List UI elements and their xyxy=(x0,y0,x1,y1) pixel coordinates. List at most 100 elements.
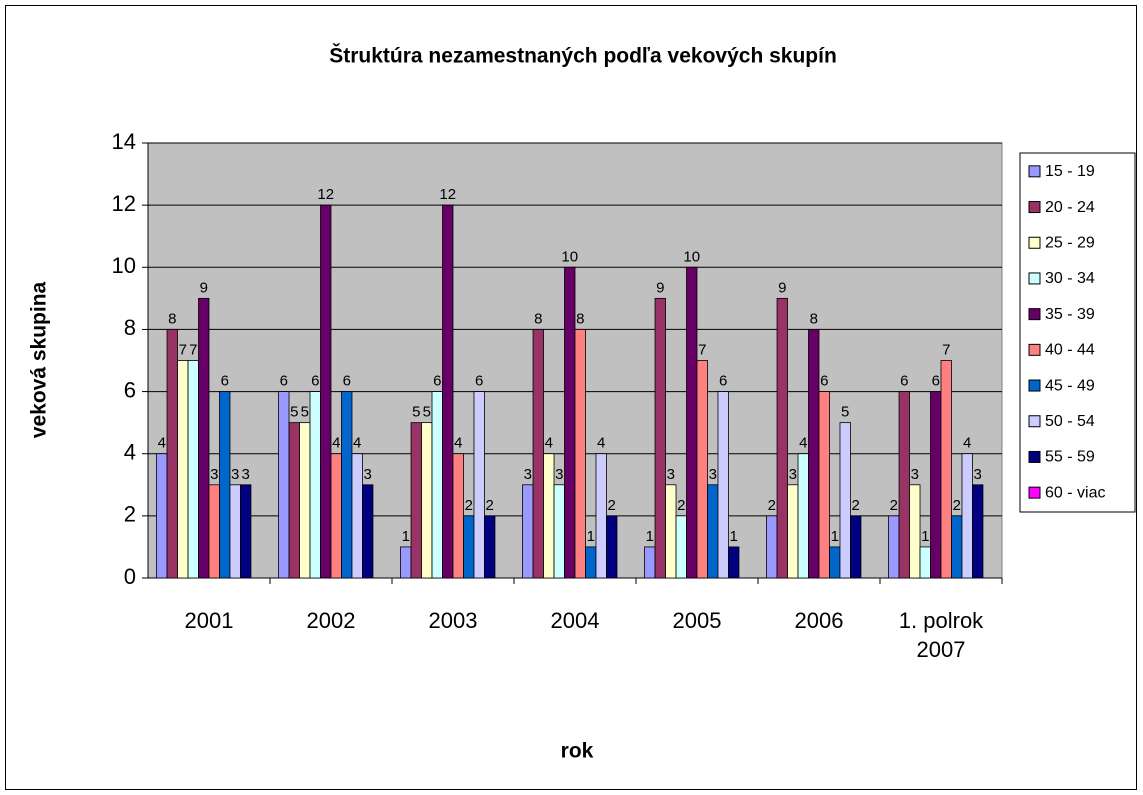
bar xyxy=(463,515,475,579)
data-label: 6 xyxy=(311,373,319,390)
bar xyxy=(452,453,464,579)
data-label: 2 xyxy=(953,497,961,514)
data-label: 8 xyxy=(534,310,542,327)
data-label: 4 xyxy=(158,435,166,452)
data-label: 2 xyxy=(465,497,473,514)
data-label: 1 xyxy=(730,528,738,545)
legend-label: 50 - 54 xyxy=(1045,413,1095,430)
data-label: 4 xyxy=(597,435,605,452)
bar xyxy=(972,484,984,579)
bar xyxy=(278,391,290,579)
data-label: 5 xyxy=(841,404,849,421)
data-label: 5 xyxy=(423,404,431,421)
x-tick-label: 2004 xyxy=(550,608,600,633)
data-label: 12 xyxy=(439,186,456,203)
data-label: 3 xyxy=(911,466,919,483)
x-tick-label: 2001 xyxy=(184,608,234,633)
data-label: 8 xyxy=(576,310,584,327)
bar xyxy=(888,515,900,579)
bar xyxy=(240,484,252,579)
legend-label: 60 - viac xyxy=(1045,484,1105,501)
data-label: 9 xyxy=(200,279,208,296)
bar xyxy=(198,297,210,579)
bar xyxy=(309,391,321,579)
bar xyxy=(898,391,910,579)
bar xyxy=(522,484,534,579)
data-label: 2 xyxy=(486,497,494,514)
data-label: 9 xyxy=(656,279,664,296)
bar xyxy=(951,515,963,579)
y-tick-label: 8 xyxy=(124,315,136,340)
bar xyxy=(686,266,698,579)
data-label: 6 xyxy=(221,373,229,390)
data-label: 1 xyxy=(921,528,929,545)
y-tick-label: 14 xyxy=(112,129,136,154)
data-label: 6 xyxy=(343,373,351,390)
data-label: 6 xyxy=(433,373,441,390)
data-label: 3 xyxy=(555,466,563,483)
y-tick-label: 10 xyxy=(112,253,136,278)
data-label: 5 xyxy=(412,404,420,421)
bar xyxy=(787,484,799,579)
data-label: 5 xyxy=(301,404,309,421)
data-label: 9 xyxy=(778,279,786,296)
bar xyxy=(850,515,862,579)
bar xyxy=(696,360,708,579)
data-label: 1 xyxy=(587,528,595,545)
data-label: 6 xyxy=(820,373,828,390)
bar xyxy=(776,297,788,579)
data-label: 8 xyxy=(168,310,176,327)
legend-label: 30 - 34 xyxy=(1045,270,1095,287)
legend-swatch xyxy=(1028,272,1041,285)
y-axis-label: veková skupina xyxy=(28,281,51,438)
bar xyxy=(644,546,656,579)
bar xyxy=(717,391,729,579)
bar xyxy=(728,546,740,579)
y-tick-label: 2 xyxy=(124,502,136,527)
legend-swatch xyxy=(1028,450,1041,463)
bar xyxy=(585,546,597,579)
legend-label: 55 - 59 xyxy=(1045,449,1095,466)
bar xyxy=(330,453,342,579)
bar xyxy=(229,484,241,579)
bar xyxy=(288,422,300,579)
legend-swatch xyxy=(1028,236,1041,249)
y-tick-label: 0 xyxy=(124,564,136,589)
bar xyxy=(808,329,820,579)
data-label: 4 xyxy=(454,435,462,452)
bar xyxy=(766,515,778,579)
data-label: 4 xyxy=(963,435,971,452)
data-label: 10 xyxy=(561,248,578,265)
bar xyxy=(595,453,607,579)
data-label: 4 xyxy=(545,435,553,452)
data-label: 2 xyxy=(677,497,685,514)
legend-label: 45 - 49 xyxy=(1045,377,1095,394)
bar xyxy=(961,453,973,579)
bar xyxy=(707,484,719,579)
bar xyxy=(351,453,363,579)
data-label: 3 xyxy=(231,466,239,483)
bar xyxy=(299,422,311,579)
data-label: 3 xyxy=(210,466,218,483)
x-tick-label: 1. polrok 2007 xyxy=(898,608,984,662)
bar xyxy=(177,360,189,579)
x-tick-label: 2002 xyxy=(306,608,356,633)
data-label: 6 xyxy=(280,373,288,390)
legend-swatch xyxy=(1028,308,1041,321)
chart-title: Štruktúra nezamestnaných podľa vekových … xyxy=(329,44,837,68)
legend-swatch xyxy=(1028,415,1041,428)
bar xyxy=(156,453,168,579)
legend-label: 15 - 19 xyxy=(1045,163,1095,180)
bar xyxy=(606,515,618,579)
data-label: 3 xyxy=(789,466,797,483)
data-label: 6 xyxy=(932,373,940,390)
bar xyxy=(574,329,586,579)
legend-swatch xyxy=(1028,201,1041,214)
x-axis-label: rok xyxy=(561,740,594,763)
bar xyxy=(400,546,412,579)
data-label: 5 xyxy=(290,404,298,421)
bar xyxy=(839,422,851,579)
data-label: 2 xyxy=(768,497,776,514)
data-label: 2 xyxy=(852,497,860,514)
